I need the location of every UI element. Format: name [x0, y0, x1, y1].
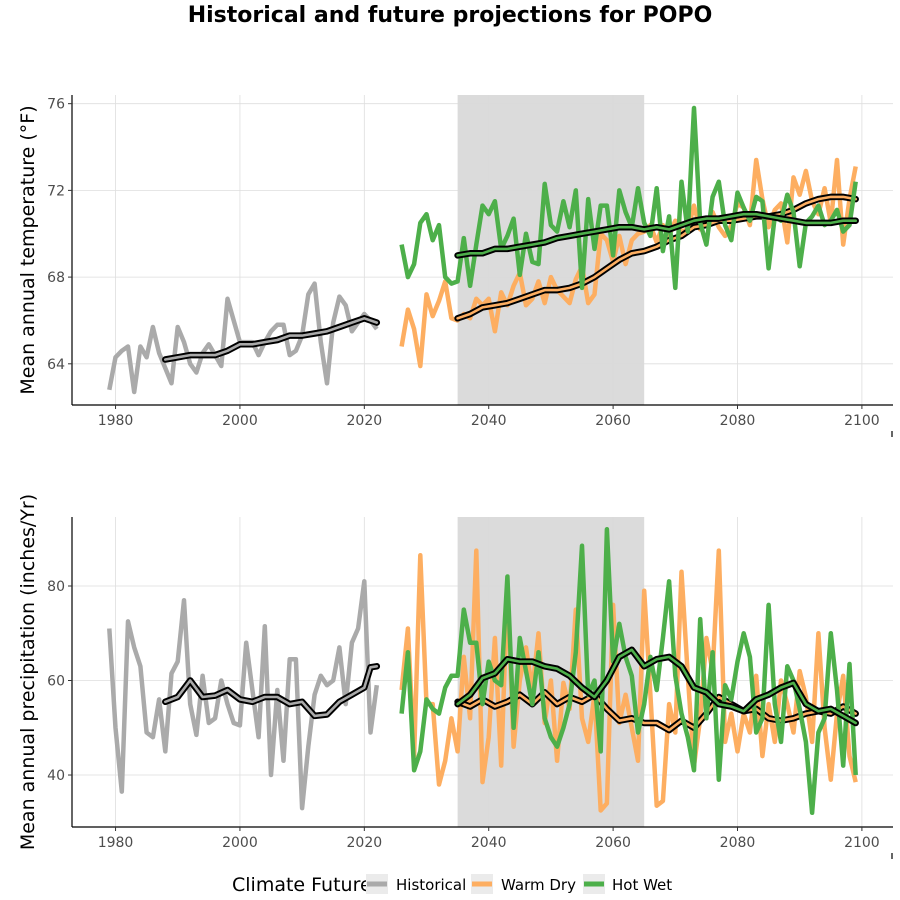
y-tick-label: 72 — [47, 183, 65, 199]
legend-label-hot-wet: Hot Wet — [612, 876, 672, 894]
x-tick-label: 2080 — [720, 413, 756, 429]
hot-wet-line — [399, 527, 858, 816]
x-tick-label: 2040 — [471, 413, 507, 429]
y-tick-label: 60 — [47, 674, 65, 690]
historical-trend-line — [164, 665, 379, 718]
x-tick-label: 2020 — [347, 835, 383, 851]
warm-dry-trend-line — [456, 195, 857, 320]
y-tick-label: 80 — [47, 579, 65, 595]
hot-wet-trend-line — [456, 212, 857, 257]
historical-line — [107, 579, 380, 811]
warm-dry-trend-line — [456, 691, 857, 732]
x-tick-label: 1980 — [98, 835, 134, 851]
legend: Climate Future Historical Warm Dry Hot W… — [232, 874, 672, 896]
legend-label-historical: Historical — [396, 876, 466, 894]
temperature-panel: 1980 2000 2020 2040 2060 2080 2100 64 68 72 76 Mean… — [17, 95, 893, 437]
x-tick-label: 2060 — [595, 413, 631, 429]
y-axis-label: Mean annual temperature (°F) — [17, 105, 39, 394]
historical-trend-line — [164, 317, 379, 361]
y-tick-label: 64 — [47, 357, 65, 373]
y-tick-label: 40 — [47, 768, 65, 784]
legend-label-warm-dry: Warm Dry — [501, 876, 576, 894]
x-tick-label: 1980 — [98, 413, 134, 429]
y-tick-label: 76 — [47, 97, 65, 113]
x-tick-label: 2100 — [844, 413, 880, 429]
x-tick-label: 2020 — [347, 413, 383, 429]
historical-line — [107, 281, 379, 395]
x-tick-label: 2040 — [471, 835, 507, 851]
legend-title: Climate Future — [232, 874, 372, 896]
y-tick-label: 68 — [47, 270, 65, 286]
x-tick-label: 2100 — [844, 835, 880, 851]
hot-wet-trend-line — [456, 648, 857, 725]
x-tick-label: 2000 — [222, 413, 258, 429]
chart-title: Historical and future projections for PO… — [188, 3, 713, 28]
y-axis-label: Mean annual precipitation (inches/Yr) — [17, 494, 39, 850]
x-tick-label: 2080 — [720, 835, 756, 851]
precipitation-panel: 1980 2000 2020 2040 2060 2080 2100 40 60 80 Mean a… — [17, 494, 893, 859]
x-tick-label: 2000 — [222, 835, 258, 851]
x-tick-label: 2060 — [595, 835, 631, 851]
